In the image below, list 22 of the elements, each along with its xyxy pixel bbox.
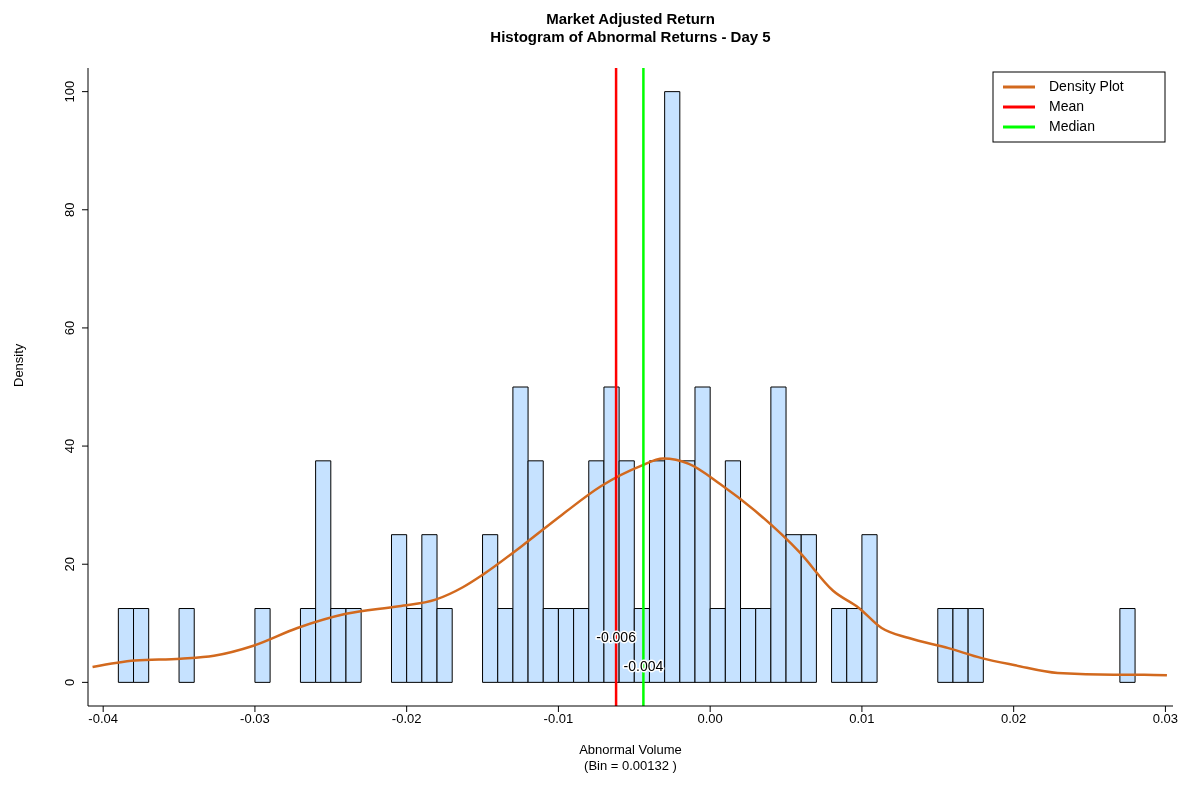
- legend-label: Mean: [1049, 97, 1085, 114]
- chart-subtitle: Histogram of Abnormal Returns - Day 5: [489, 28, 772, 46]
- x-tick-label: -0.03: [240, 711, 270, 727]
- y-tick-label: 100: [62, 80, 77, 103]
- y-tick-label: 0: [62, 678, 77, 686]
- legend-label: Density Plot: [1049, 77, 1124, 94]
- line-series: [91, 457, 1169, 677]
- x-axis-title: Abnormal Volume (Bin = 0.00132 ): [579, 742, 682, 773]
- y-tick-label: 80: [62, 202, 77, 218]
- y-tick-label: 60: [62, 320, 77, 336]
- chart-title: Market Adjusted Return: [545, 10, 716, 28]
- x-tick-label: -0.02: [391, 711, 422, 727]
- y-axis-title: Density: [10, 343, 26, 387]
- legend-label: Median: [1049, 117, 1095, 134]
- x-tick-label: 0.00: [697, 711, 723, 727]
- x-tick-label: 0.02: [1001, 711, 1027, 727]
- y-tick-label: 20: [62, 556, 77, 572]
- x-tick-label: -0.04: [88, 711, 118, 727]
- x-tick-label: -0.01: [543, 711, 574, 727]
- y-tick-label: 40: [62, 438, 77, 454]
- x-tick-label: 0.01: [849, 711, 875, 727]
- x-tick-label: 0.03: [1152, 711, 1179, 727]
